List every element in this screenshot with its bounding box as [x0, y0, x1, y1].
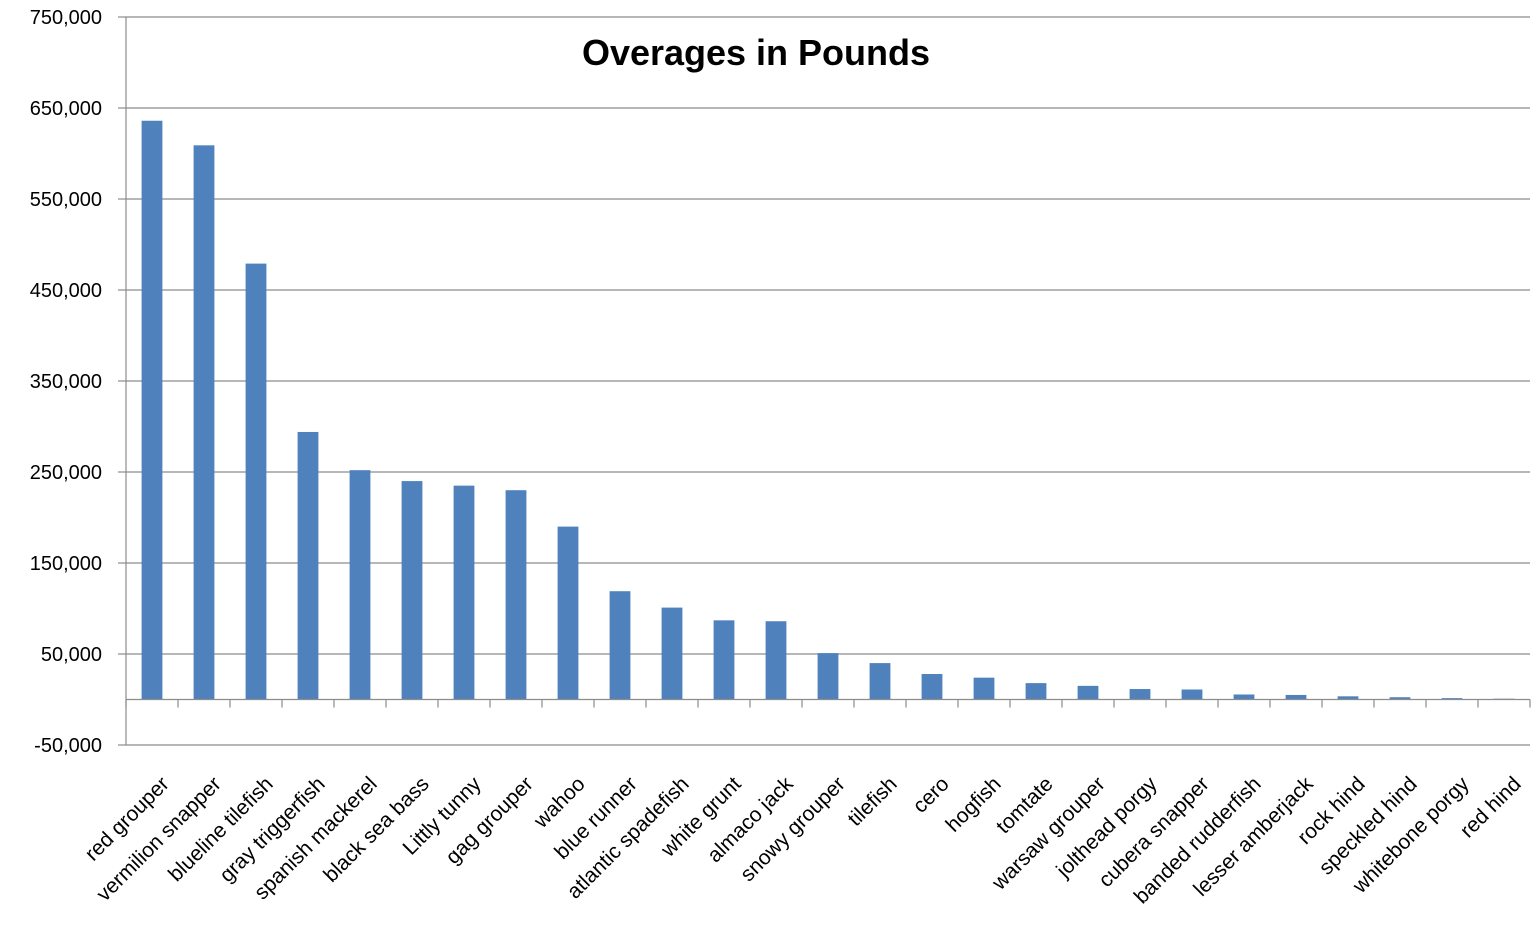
bar [297, 431, 319, 700]
x-tick-label: cero [909, 772, 954, 817]
bar [401, 481, 423, 700]
bar [921, 674, 943, 700]
bar [141, 120, 163, 700]
bar [713, 620, 735, 700]
bar [453, 485, 475, 700]
y-tick-label: 350,000 [30, 371, 102, 393]
bar [1389, 697, 1411, 700]
y-tick-label: 50,000 [41, 644, 102, 666]
bar [1233, 694, 1255, 700]
bar [505, 490, 527, 700]
y-tick-labels: -50,000 50,000 150,000 250,000 350,000 450,00… [30, 7, 102, 757]
bar [1285, 694, 1307, 700]
axes [118, 16, 1531, 746]
bar [349, 470, 371, 700]
bar [609, 591, 631, 700]
bar [1181, 689, 1203, 700]
bars [141, 120, 1515, 700]
y-tick-label: 650,000 [30, 98, 102, 120]
y-tick-label: 150,000 [30, 553, 102, 575]
y-tick-label: 250,000 [30, 462, 102, 484]
x-tick-label: tilefish [843, 772, 901, 830]
y-tick-label: 450,000 [30, 280, 102, 302]
y-tick-label: 550,000 [30, 189, 102, 211]
chart-title: Overages in Pounds [582, 32, 930, 73]
bar [1025, 683, 1047, 700]
bar [1337, 696, 1359, 700]
bar [869, 663, 891, 700]
bar [245, 263, 267, 700]
bar [193, 145, 215, 700]
bar [1441, 698, 1463, 700]
bar [973, 677, 995, 700]
bar [1077, 685, 1099, 700]
bar [765, 621, 787, 700]
gridlines [126, 16, 1530, 746]
bar [661, 607, 683, 700]
y-tick-label: -50,000 [34, 735, 102, 757]
bar [817, 653, 839, 700]
bar [1129, 689, 1151, 700]
y-tick-label: 750,000 [30, 7, 102, 29]
bar [557, 526, 579, 700]
